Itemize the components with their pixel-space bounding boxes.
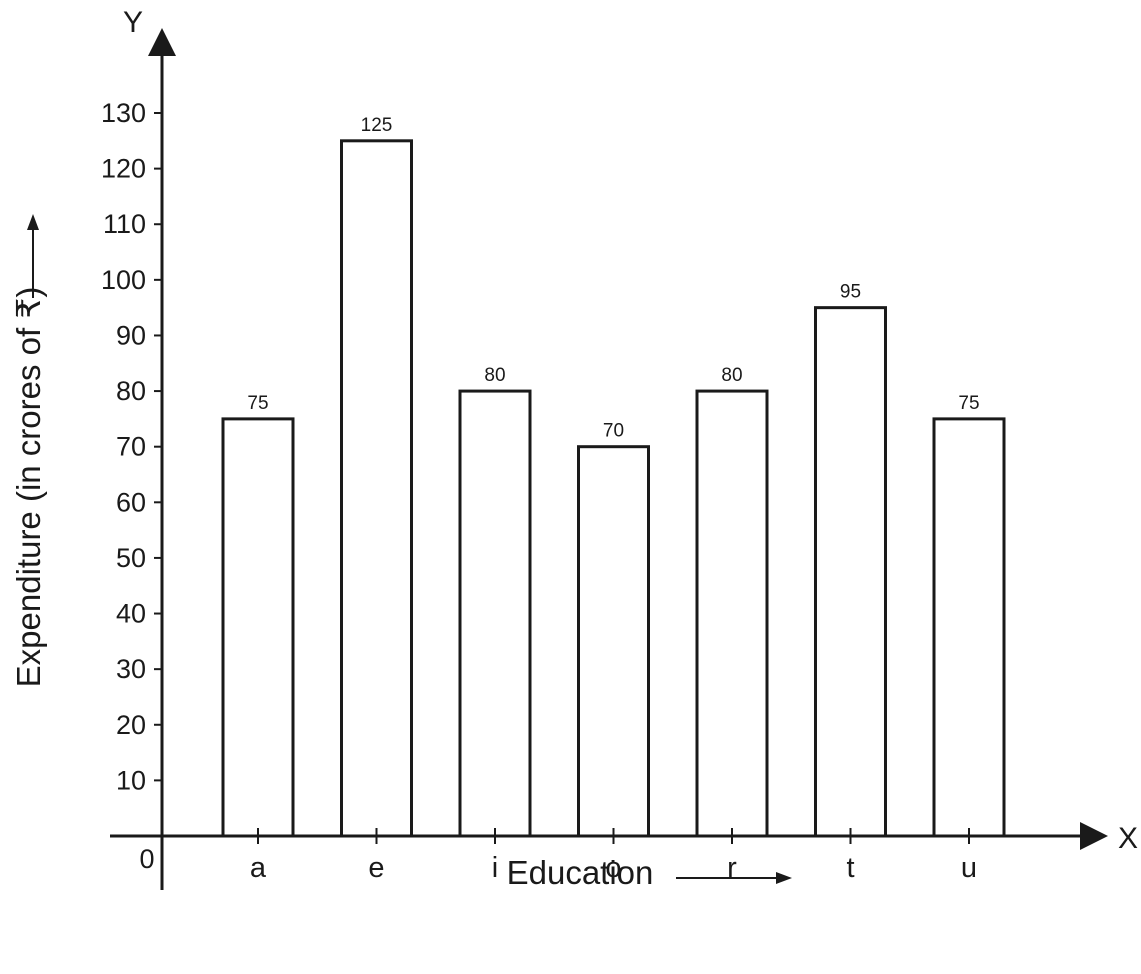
y-tick-label: 70 (116, 432, 146, 462)
y-tick-label: 10 (116, 765, 146, 795)
bar-i (458, 389, 532, 838)
y-axis-title-arrow-head (27, 214, 39, 230)
y-axis-letter: Y (123, 6, 143, 39)
data-label-u: 75 (958, 393, 979, 414)
bar-u (932, 417, 1006, 838)
y-tick-label: 110 (103, 209, 146, 239)
y-tick-label: 50 (116, 543, 146, 573)
y-tick-label: 30 (116, 654, 146, 684)
bars: 75 125 80 70 80 95 75 (221, 115, 1006, 838)
bar-t (814, 306, 887, 838)
data-label-e: 125 (361, 115, 393, 136)
y-tick-label: 100 (101, 265, 146, 295)
data-label-r: 80 (721, 365, 742, 386)
data-label-t: 95 (840, 282, 861, 303)
data-label-i: 80 (484, 365, 505, 386)
y-tick-label: 40 (116, 599, 146, 629)
y-tick-label: 90 (116, 320, 146, 350)
y-tick-label: 120 (101, 154, 146, 184)
y-axis-title: Expenditure (in crores of ₹) (10, 287, 47, 688)
x-axis-letter: X (1118, 822, 1138, 855)
x-tick-label-e: e (368, 852, 384, 884)
bar-a (221, 417, 295, 838)
x-tick-label-a: a (250, 852, 267, 884)
data-label-o: 70 (603, 421, 624, 442)
x-tick-label-i: i (492, 852, 498, 884)
y-tick-label: 20 (116, 710, 146, 740)
y-axis-arrow (148, 28, 176, 56)
bar-r (695, 389, 769, 838)
origin-label: 0 (139, 844, 154, 874)
data-label-a: 75 (247, 393, 268, 414)
bar-e (340, 139, 413, 838)
y-tick-label: 130 (101, 98, 146, 128)
x-tick-label-t: t (846, 852, 854, 884)
x-axis-title-arrow-head (776, 872, 792, 884)
x-tick-label-o: o (605, 852, 621, 884)
bar-o (577, 445, 650, 838)
y-tick-label: 80 (116, 376, 146, 406)
x-tick-label-r: r (727, 852, 737, 884)
x-tick-label-u: u (961, 852, 977, 884)
x-axis-title: Education (507, 854, 654, 891)
y-tick-label: 60 (116, 487, 146, 517)
y-ticks: 10 20 30 40 50 60 70 80 90 100 110 120 130 (101, 98, 162, 795)
x-axis-arrow (1080, 822, 1108, 850)
